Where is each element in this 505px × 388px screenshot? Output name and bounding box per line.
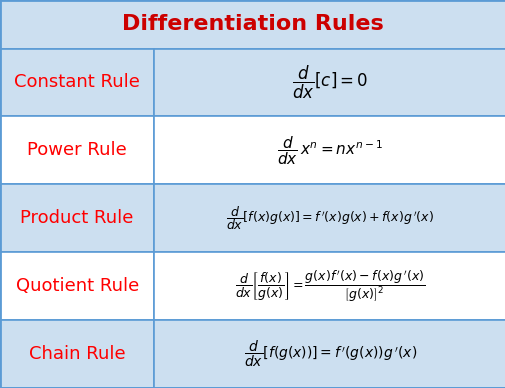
Bar	[154, 252, 505, 320]
Bar	[0, 184, 154, 252]
Text: $\dfrac{d}{dx}\left[f(g(x))\right] = f\,'(g(x))g\,'(x)$: $\dfrac{d}{dx}\left[f(g(x))\right] = f\,…	[243, 339, 416, 369]
Bar	[0, 252, 154, 320]
Text: Power Rule: Power Rule	[27, 141, 127, 159]
Text: Differentiation Rules: Differentiation Rules	[122, 14, 383, 34]
Text: Chain Rule: Chain Rule	[29, 345, 125, 363]
Text: Constant Rule: Constant Rule	[14, 73, 140, 92]
Text: $\dfrac{d}{dx}[c] = 0$: $\dfrac{d}{dx}[c] = 0$	[291, 64, 368, 101]
Bar	[154, 48, 505, 116]
Text: $\dfrac{d}{dx}[f(x)g(x)] = f\,'(x)g(x) + f(x)g\,'(x)$: $\dfrac{d}{dx}[f(x)g(x)] = f\,'(x)g(x) +…	[226, 204, 433, 232]
Bar	[154, 184, 505, 252]
Bar	[0, 320, 154, 388]
Bar	[0, 116, 154, 184]
Text: $\dfrac{d}{dx}\,x^n = nx^{n-1}$: $\dfrac{d}{dx}\,x^n = nx^{n-1}$	[277, 134, 382, 167]
Bar	[154, 320, 505, 388]
Text: $\dfrac{d}{dx}\left[\dfrac{f(x)}{g(x)}\right] = \dfrac{g(x)f\,'(x) - f(x)g\,'(x): $\dfrac{d}{dx}\left[\dfrac{f(x)}{g(x)}\r…	[234, 268, 425, 304]
Bar	[154, 116, 505, 184]
Text: Quotient Rule: Quotient Rule	[16, 277, 138, 295]
Bar	[0, 48, 154, 116]
Text: Product Rule: Product Rule	[20, 209, 134, 227]
Bar	[0, 0, 505, 48]
